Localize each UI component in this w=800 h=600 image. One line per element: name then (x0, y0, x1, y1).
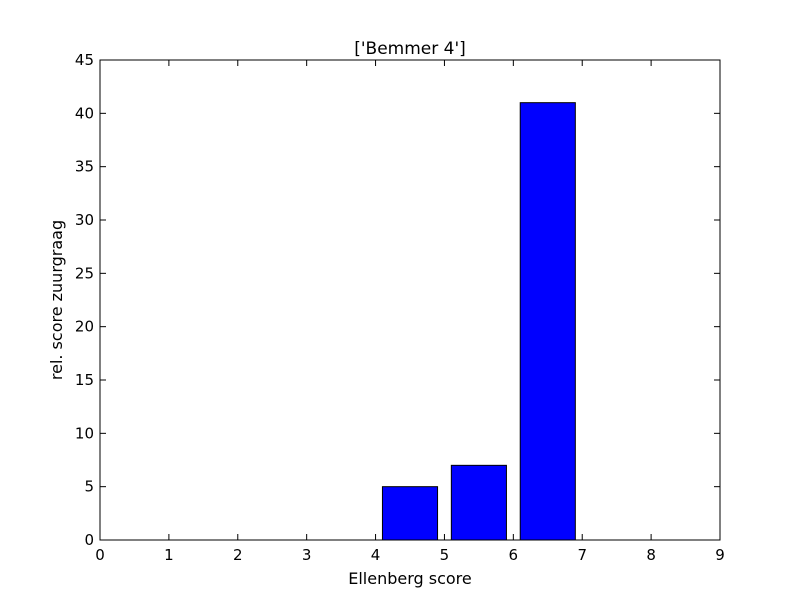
x-tick-label-4: 4 (371, 546, 381, 564)
y-tick-label-25: 25 (75, 264, 94, 282)
x-tick-label-1: 1 (164, 546, 174, 564)
y-tick-label-15: 15 (75, 371, 94, 389)
bar-4 (381, 486, 439, 541)
bar-5 (450, 464, 507, 541)
x-tick-label-5: 5 (440, 546, 450, 564)
y-tick-label-30: 30 (75, 211, 94, 229)
x-tick-label-9: 9 (715, 546, 725, 564)
y-tick-label-35: 35 (75, 158, 94, 176)
bars-group (381, 102, 576, 541)
y-tick-label-10: 10 (75, 424, 94, 442)
x-tick-label-2: 2 (233, 546, 243, 564)
x-tick-label-8: 8 (646, 546, 656, 564)
y-tick-label-40: 40 (75, 104, 94, 122)
y-tick-label-5: 5 (84, 478, 94, 496)
x-tick-label-7: 7 (577, 546, 587, 564)
x-axis-label: Ellenberg score (348, 569, 472, 588)
y-tick-label-45: 45 (75, 51, 94, 69)
x-tick-label-3: 3 (302, 546, 312, 564)
plot-frame (99, 59, 721, 541)
y-axis-label: rel. score zuurgraag (47, 220, 66, 380)
x-tick-label-6: 6 (509, 546, 519, 564)
y-tick-label-20: 20 (75, 318, 94, 336)
chart-title: ['Bemmer 4'] (354, 39, 466, 59)
bar-6 (519, 102, 576, 541)
y-tick-label-0: 0 (84, 531, 94, 549)
x-tick-label-0: 0 (95, 546, 105, 564)
